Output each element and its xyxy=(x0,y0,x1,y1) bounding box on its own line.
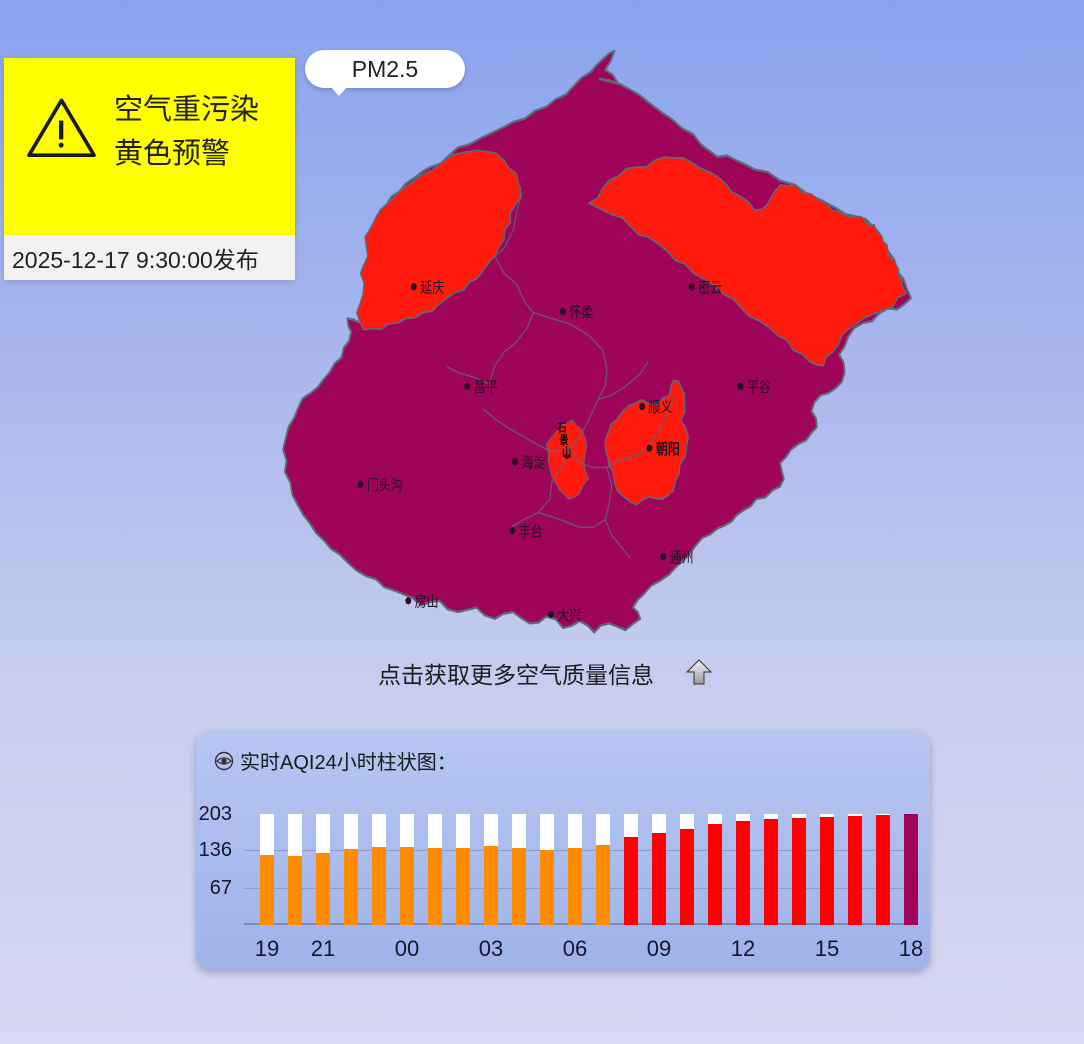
svg-text:怀柔: 怀柔 xyxy=(569,304,593,320)
svg-text:顺义: 顺义 xyxy=(649,399,673,415)
svg-text:房山: 房山 xyxy=(415,593,439,609)
svg-text:大兴: 大兴 xyxy=(557,607,581,623)
svg-text:石: 石 xyxy=(557,421,567,434)
svg-text:山: 山 xyxy=(562,445,571,459)
svg-text:通州: 通州 xyxy=(670,549,694,565)
svg-text:丰台: 丰台 xyxy=(519,523,543,539)
svg-text:海淀: 海淀 xyxy=(521,454,545,470)
svg-text:门头沟: 门头沟 xyxy=(367,477,403,493)
svg-text:密云: 密云 xyxy=(698,278,722,296)
svg-text:平谷: 平谷 xyxy=(747,379,771,395)
svg-text:延庆: 延庆 xyxy=(420,279,444,295)
svg-text:景: 景 xyxy=(559,433,568,447)
svg-text:朝阳: 朝阳 xyxy=(656,440,680,458)
svg-text:昌平: 昌平 xyxy=(474,379,498,395)
